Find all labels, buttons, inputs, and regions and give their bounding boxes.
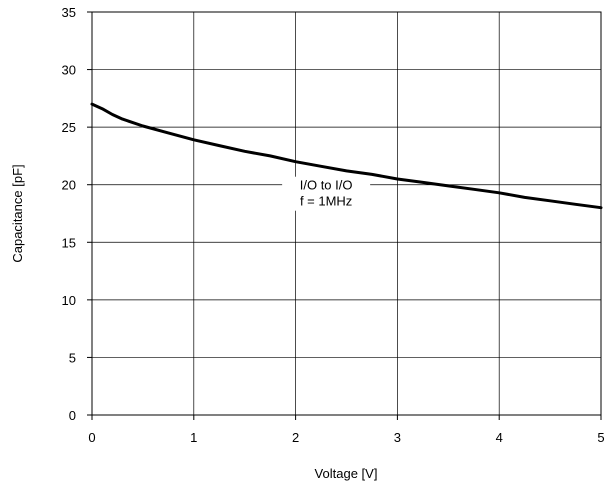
x-axis-title: Voltage [V] [315, 466, 378, 481]
x-tick-label: 5 [597, 430, 604, 445]
y-tick-label: 15 [62, 235, 76, 250]
y-tick-label: 5 [69, 350, 76, 365]
y-tick-label: 10 [62, 293, 76, 308]
x-tick-label: 2 [292, 430, 299, 445]
annotation-line-1: I/O to I/O [300, 178, 353, 193]
grid-lines [92, 12, 601, 415]
y-tick-label: 35 [62, 5, 76, 20]
y-axis-title: Capacitance [pF] [10, 164, 25, 262]
y-tick-label: 25 [62, 120, 76, 135]
annotation-line-2: f = 1MHz [300, 194, 352, 209]
annotation-background [282, 176, 371, 211]
y-tick-label: 30 [62, 63, 76, 78]
capacitance-curve [90, 102, 603, 210]
plot-area-frame [91, 11, 602, 416]
y-tick-label: 20 [62, 178, 76, 193]
y-tick-label: 0 [69, 408, 76, 423]
x-tick-label: 1 [190, 430, 197, 445]
x-tick-label: 3 [394, 430, 401, 445]
axis-ticks [87, 11, 602, 420]
x-tick-label: 4 [496, 430, 503, 445]
x-tick-label: 0 [88, 430, 95, 445]
y-tick-labels: 0 5 10 15 20 25 30 35 [62, 5, 76, 423]
x-tick-labels: 0 1 2 3 4 5 [88, 430, 604, 445]
